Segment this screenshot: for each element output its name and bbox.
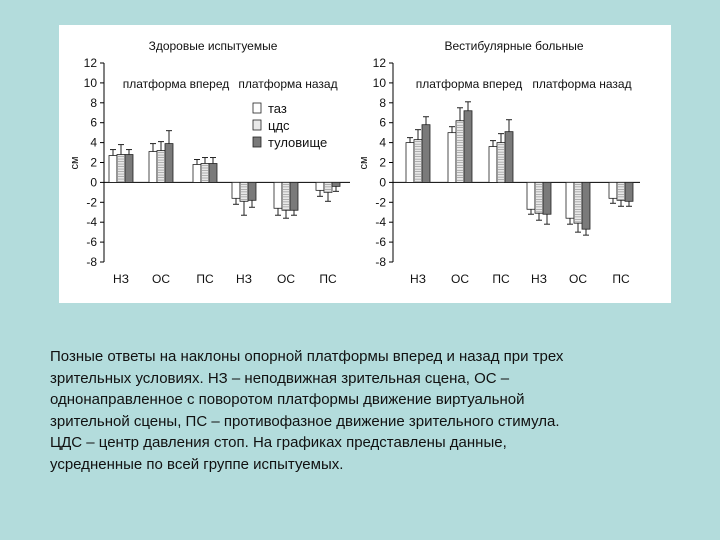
y-tick-label: -6: [86, 235, 97, 249]
bar-torso: [463, 110, 473, 183]
bar-taz: [405, 142, 415, 183]
legend-label: таз: [268, 101, 287, 116]
y-tick-label: 12: [373, 56, 387, 70]
y-tick-label: 2: [379, 156, 386, 170]
y-axis-label: см: [69, 156, 81, 169]
bar-cds: [323, 181, 333, 193]
x-tick-label: ОС: [152, 272, 170, 286]
group-label: платформа вперед: [123, 77, 230, 91]
figure-caption: Позные ответы на наклоны опорной платфор…: [50, 346, 690, 475]
caption-line: ЦДС – центр давления стоп. На графиках п…: [50, 434, 507, 451]
y-tick-label: -4: [86, 215, 97, 229]
x-tick-label: ОС: [569, 272, 587, 286]
legend-label: цдс: [268, 118, 290, 133]
bar-torso: [542, 181, 552, 215]
caption-line: зрительной сцены, ПС – противофазное дви…: [50, 412, 560, 430]
legend-swatch-taz: [252, 102, 262, 114]
y-tick-label: 8: [90, 96, 97, 110]
chart-title: Здоровые испытуемые: [149, 39, 278, 53]
caption-line: зрительных условиях. НЗ – неподвижная зр…: [50, 369, 510, 387]
y-tick-label: 10: [373, 76, 387, 90]
x-tick-label: НЗ: [236, 272, 252, 286]
y-tick-label: -2: [86, 195, 97, 209]
bar-taz: [608, 181, 618, 199]
group-label: платформа вперед: [416, 77, 523, 91]
x-tick-label: ПС: [492, 272, 510, 286]
bar-taz: [488, 146, 498, 183]
y-tick-label: 6: [379, 116, 386, 130]
legend-swatch-cds: [252, 119, 262, 131]
bar-torso: [247, 181, 257, 201]
caption-line: усредненные по всей группе испытуемых.: [50, 455, 344, 473]
bar-cds: [496, 142, 506, 183]
y-tick-label: 10: [84, 76, 98, 90]
bar-taz: [526, 181, 536, 210]
legend-swatch-torso: [252, 136, 262, 148]
bar-taz: [315, 181, 325, 191]
y-tick-label: 2: [90, 156, 97, 170]
x-tick-label: ПС: [612, 272, 630, 286]
bar-torso: [581, 181, 591, 230]
bar-taz: [192, 164, 202, 183]
bar-taz: [273, 181, 283, 209]
y-axis-label: см: [358, 156, 370, 169]
bar-torso: [208, 163, 218, 183]
x-tick-label: ПС: [319, 272, 337, 286]
bar-torso: [289, 181, 299, 211]
y-tick-label: -4: [375, 215, 386, 229]
x-tick-label: ПС: [196, 272, 214, 286]
caption-line: Позные ответы на наклоны опорной платфор…: [50, 348, 564, 365]
x-tick-label: ОС: [277, 272, 295, 286]
bar-taz: [148, 151, 158, 183]
legend-label: туловище: [268, 135, 327, 150]
x-tick-label: НЗ: [410, 272, 426, 286]
bar-cds: [281, 181, 291, 211]
bar-cds: [413, 139, 423, 183]
chart-title: Вестибулярные больные: [444, 39, 583, 53]
bar-cds: [616, 181, 626, 201]
y-tick-label: 0: [379, 175, 386, 189]
bar-torso: [504, 131, 514, 183]
y-tick-label: 8: [379, 96, 386, 110]
bar-taz: [447, 132, 457, 183]
y-tick-label: 0: [90, 175, 97, 189]
x-tick-label: ОС: [451, 272, 469, 286]
x-tick-label: НЗ: [531, 272, 547, 286]
y-tick-label: 4: [90, 136, 97, 150]
caption-line: однонаправленное с поворотом платформы д…: [50, 391, 525, 408]
y-tick-label: 12: [84, 56, 98, 70]
y-tick-label: -8: [375, 255, 386, 269]
bar-torso: [164, 143, 174, 183]
y-tick-label: -2: [375, 195, 386, 209]
group-label: платформа назад: [238, 77, 337, 91]
bar-torso: [624, 181, 634, 202]
group-label: платформа назад: [532, 77, 631, 91]
y-tick-label: -6: [375, 235, 386, 249]
bar-torso: [421, 124, 431, 183]
bar-taz: [108, 155, 118, 183]
bar-torso: [124, 154, 134, 183]
bar-taz: [565, 181, 575, 219]
bar-torso: [331, 181, 341, 187]
y-tick-label: -8: [86, 255, 97, 269]
y-tick-label: 6: [90, 116, 97, 130]
bar-cds: [116, 154, 126, 183]
bar-taz: [231, 181, 241, 199]
x-tick-label: НЗ: [113, 272, 129, 286]
y-tick-label: 4: [379, 136, 386, 150]
